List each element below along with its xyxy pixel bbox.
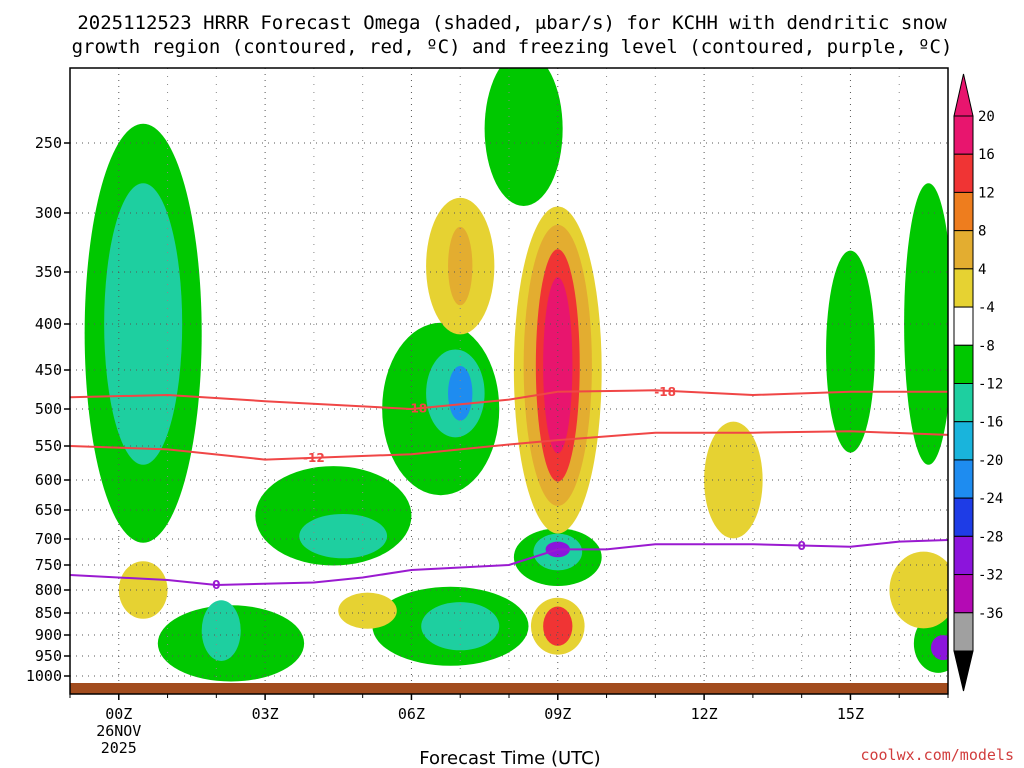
colorbar-swatch-13 [953,612,974,652]
colorbar-label-7: -12 [978,377,1003,393]
colorbar-label-9: -20 [978,453,1003,469]
contour-label-1: -18 [654,385,676,399]
omega-negative-green-1500 [826,250,875,453]
omega-negative-teal-left-upper [104,183,183,465]
y-tick-label-950: 950 [35,647,62,665]
colorbar-label-1: 16 [978,147,995,163]
omega-positive-yellow-0500 [338,592,397,629]
colorbar-swatch-9 [953,459,974,499]
omega-negative-teal-0430 [299,513,388,559]
y-tick-label-250: 250 [35,134,62,152]
grid-lines [70,68,948,694]
colorbar-swatch-2 [953,191,974,232]
omega-positive-yellow-12z [704,421,763,539]
chart-title-line2: growth region (contoured, red, ºC) and f… [72,36,953,58]
freezing-level-line [70,539,948,587]
chart-title-line1: 2025112523 HRRR Forecast Omega (shaded, … [77,12,947,34]
contour-label-0: -18 [405,401,427,415]
colorbar-label-8: -16 [978,415,1003,431]
temperature-contours: -18 -18 -12 0 0 [70,385,948,592]
y-tick-label-750: 750 [35,556,62,574]
y-tick-label-350: 350 [35,263,62,281]
y-tick-label-300: 300 [35,204,62,222]
colorbar-label-10: -24 [978,491,1003,507]
colorbar-swatch-8 [953,421,974,461]
credit-text: coolwx.com/models [860,746,1014,764]
colorbar-label-5: -4 [978,300,995,316]
y-tick-label-700: 700 [35,530,62,548]
x-tick-label-00Z: 00Z [105,705,132,723]
colorbar-label-12: -32 [978,568,1003,584]
x-tick-label-12Z: 12Z [691,705,718,723]
colorbar-label-0: 20 [978,109,995,125]
y-tick-label-450: 450 [35,361,62,379]
y-tick-label-650: 650 [35,501,62,519]
colorbar-label-2: 12 [978,185,995,201]
omega-negative-teal-left-lower [201,600,241,661]
omega-negative-purple-1700-low [930,635,948,661]
y-tick-label-800: 800 [35,581,62,599]
minus-18-line [70,389,948,411]
y-axis: 250 300 350 400 450 500 550 600 650 700 750 800 850 9… [26,134,70,685]
y-tick-label-550: 550 [35,437,62,455]
omega-negative-green-right [904,183,948,465]
colorbar-swatch-10 [953,497,974,537]
x-axis-label: Forecast Time (UTC) [419,748,600,768]
y-tick-label-850: 850 [35,604,62,622]
colorbar-swatch-3 [953,230,974,270]
x-tick-label-15Z: 15Z [837,705,864,723]
plot-area: -18 -18 -12 0 0 [69,67,949,695]
y-tick-label-900: 900 [35,626,62,644]
omega-positive-pink-09z-tower [543,277,573,454]
colorbar: 20 16 12 8 4 -4 -8 -12 -16 -20 -24 -28 -32 -36 [953,73,1003,692]
x-tick-year: 2025 [101,739,137,757]
y-tick-label-600: 600 [35,471,62,489]
contour-label-4: 0 [797,539,805,553]
colorbar-bottom-arrow [953,650,974,692]
contour-label-3: 0 [212,578,220,592]
colorbar-swatch-11 [953,535,974,576]
x-tick-date: 26NOV [96,722,141,740]
colorbar-label-4: 4 [978,262,986,278]
colorbar-label-11: -28 [978,529,1003,545]
colorbar-label-6: -8 [978,338,995,354]
omega-positive-yellow-1630 [889,551,948,629]
colorbar-label-3: 8 [978,224,986,240]
x-tick-label-09Z: 09Z [544,705,571,723]
omega-positive-yellow-0000 [118,561,168,619]
minus-12-line [70,430,948,461]
omega-negative-green-top-0800 [484,68,563,206]
x-tick-label-06Z: 06Z [398,705,425,723]
colorbar-swatch-0 [953,115,974,155]
contour-label-2: -12 [303,451,325,465]
colorbar-swatch-7 [953,383,974,423]
x-tick-label-03Z: 03Z [252,705,279,723]
y-tick-label-400: 400 [35,315,62,333]
ground-surface [70,683,948,694]
y-tick-label-500: 500 [35,400,62,418]
omega-negative-blue-midlevel [448,366,473,421]
omega-shading [84,68,948,682]
colorbar-swatch-4 [953,268,974,308]
colorbar-label-13: -36 [978,606,1003,622]
colorbar-swatch-1 [953,153,974,193]
colorbar-swatch-5 [953,306,974,346]
colorbar-top-arrow [953,73,974,117]
colorbar-swatch-6 [953,344,974,384]
colorbar-swatch-12 [953,574,974,614]
omega-negative-teal-lower-0730 [421,602,500,651]
y-tick-label-1000: 1000 [26,667,62,685]
omega-positive-orange-0700 [448,226,473,306]
